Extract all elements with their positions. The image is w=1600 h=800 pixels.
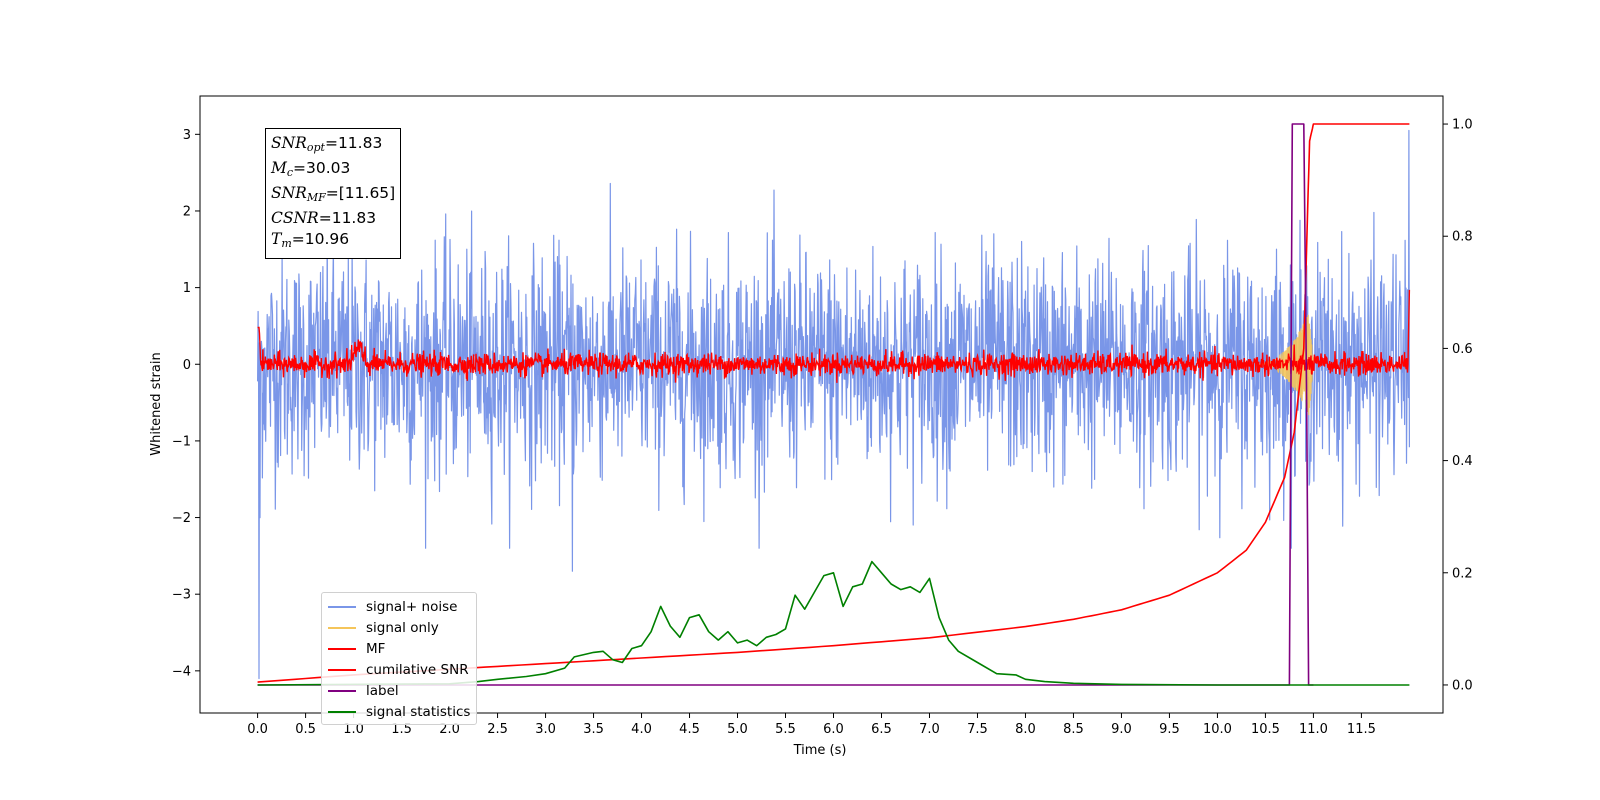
y-tick-label: 3 — [183, 128, 191, 143]
x-tick-label: 1.5 — [391, 722, 412, 737]
x-tick-label: 10.5 — [1251, 722, 1280, 737]
chirp-mass-line: Mc=30.03 — [271, 159, 351, 179]
x-tick-label: 11.5 — [1347, 722, 1376, 737]
x-tick-label: 8.5 — [1063, 722, 1084, 737]
y2-tick-label: 1.0 — [1452, 118, 1473, 133]
legend-swatch — [328, 668, 356, 671]
mf-series — [257, 289, 1411, 383]
x-tick-label: 9.0 — [1111, 722, 1132, 737]
metrics-annotation: SNRopt=11.83 Mc=30.03 SNRMF=[11.65] CSNR… — [265, 128, 402, 259]
snr-opt-line: SNRopt=11.83 — [271, 134, 383, 154]
x-axis: 0.0 0.5 1.0 1.5 2.0 2.5 3.0 3.5 4.0 4.5 5.0 5.5 6.0 6… — [247, 713, 1376, 737]
x-axis-title: Time (s) — [793, 743, 847, 758]
plot-frame — [199, 95, 1444, 714]
y-tick-label: 0 — [183, 358, 191, 373]
x-tick-label: 2.0 — [439, 722, 460, 737]
y2-tick-label: 0.0 — [1452, 678, 1473, 693]
y2-tick-label: 0.4 — [1452, 454, 1473, 469]
x-tick-label: 7.0 — [919, 722, 940, 737]
legend-item-signal-only: signal only — [328, 617, 470, 638]
y-tick-label: 1 — [183, 281, 191, 296]
x-tick-label: 6.0 — [823, 722, 844, 737]
y2-tick-label: 0.6 — [1452, 342, 1473, 357]
right-axis-series — [257, 123, 1410, 686]
y-axis-title: Whitened strain — [149, 352, 164, 455]
legend-item-mf: MF — [328, 638, 470, 659]
y2-tick-label: 0.8 — [1452, 230, 1473, 245]
legend-swatch — [328, 710, 356, 713]
x-tick-label: 4.0 — [631, 722, 652, 737]
legend-item-cumulative-snr: cumilative SNR — [328, 659, 470, 680]
snr-mf-line: SNRMF=[11.65] — [271, 184, 396, 204]
y-axis-right: 1.0 0.8 0.6 0.4 0.2 0.0 — [1443, 118, 1473, 693]
x-tick-label: 0.0 — [247, 722, 268, 737]
x-tick-label: 10.0 — [1203, 722, 1232, 737]
x-tick-label: 5.0 — [727, 722, 748, 737]
x-tick-label: 3.0 — [535, 722, 556, 737]
x-tick-label: 8.0 — [1015, 722, 1036, 737]
y-tick-label: −3 — [172, 588, 191, 603]
y-tick-label: −1 — [172, 434, 191, 449]
legend-item-signal-noise: signal+ noise — [328, 596, 470, 617]
x-tick-label: 1.0 — [343, 722, 364, 737]
legend-swatch — [328, 626, 356, 629]
csnr-line: CSNR=11.83 — [271, 209, 377, 227]
legend-swatch — [328, 689, 356, 692]
y-axis-left: 3 2 1 0 −1 −2 −3 −4 — [172, 128, 200, 679]
x-tick-label: 11.0 — [1299, 722, 1328, 737]
legend-swatch — [328, 605, 356, 608]
x-tick-label: 4.5 — [679, 722, 700, 737]
legend-item-label: label — [328, 680, 470, 701]
x-tick-label: 7.5 — [967, 722, 988, 737]
y-tick-label: −2 — [172, 511, 191, 526]
y2-tick-label: 0.2 — [1452, 566, 1473, 581]
y-tick-label: 2 — [183, 204, 191, 219]
cumulative-snr-line — [257, 123, 1410, 683]
legend-item-signal-statistics: signal statistics — [328, 701, 470, 722]
x-tick-label: 5.5 — [775, 722, 796, 737]
x-tick-label: 2.5 — [487, 722, 508, 737]
legend: signal+ noise signal only MF cumilative … — [321, 592, 478, 725]
mf-line — [257, 289, 1411, 383]
signal-noise-series — [257, 129, 1411, 680]
signal-noise-line — [257, 129, 1411, 680]
x-tick-label: 3.5 — [583, 722, 604, 737]
y-tick-label: −4 — [172, 664, 191, 679]
legend-swatch — [328, 647, 356, 650]
x-tick-label: 9.5 — [1159, 722, 1180, 737]
tm-line: Tm=10.96 — [271, 230, 350, 250]
x-tick-label: 6.5 — [871, 722, 892, 737]
x-tick-label: 0.5 — [295, 722, 316, 737]
signal-statistics-line — [257, 560, 1410, 686]
